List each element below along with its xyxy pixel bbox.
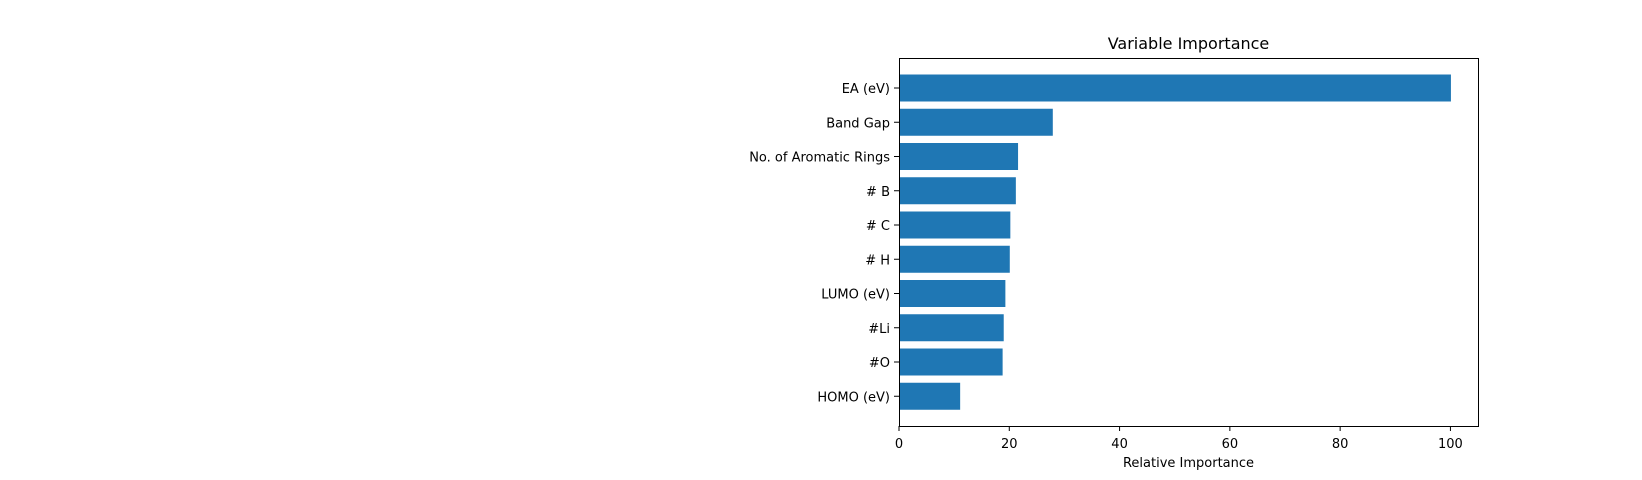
- y-tick-label: HOMO (eV): [817, 390, 890, 405]
- x-tick-label: 60: [1222, 437, 1239, 452]
- bar: [899, 177, 1016, 205]
- bar: [899, 314, 1004, 342]
- x-tick-label: 40: [1111, 437, 1128, 452]
- y-tick-label: # C: [866, 219, 890, 234]
- bars-group: [899, 74, 1451, 410]
- x-tick-label: 80: [1332, 437, 1349, 452]
- y-tick-label: EA (eV): [842, 82, 890, 97]
- bar: [899, 74, 1451, 102]
- chart-title: Variable Importance: [1108, 34, 1270, 53]
- bar: [899, 211, 1011, 239]
- y-tick-label: Band Gap: [826, 116, 890, 131]
- y-tick-label: #Li: [868, 322, 890, 337]
- x-tick-label: 20: [1001, 437, 1018, 452]
- x-tick-label: 0: [895, 437, 903, 452]
- x-tick-label: 100: [1438, 437, 1463, 452]
- y-tick-label: #O: [869, 356, 890, 371]
- bar: [899, 348, 1003, 376]
- y-tick-label: # B: [866, 185, 890, 200]
- bar: [899, 280, 1006, 307]
- bar: [899, 108, 1053, 136]
- bar: [899, 245, 1010, 273]
- x-axis-label: Relative Importance: [1123, 456, 1254, 471]
- bar: [899, 143, 1019, 170]
- y-tick-label: No. of Aromatic Rings: [749, 151, 890, 166]
- bar: [899, 382, 961, 410]
- y-tick-label: # H: [865, 253, 890, 268]
- y-tick-label: LUMO (eV): [821, 288, 890, 303]
- x-axis-ticks: 0 20 40 60 80 100: [895, 426, 1463, 452]
- plot-frame: [899, 58, 1479, 427]
- y-axis-ticks: EA (eV) Band Gap No. of Aromatic Rings # B #…: [749, 82, 899, 405]
